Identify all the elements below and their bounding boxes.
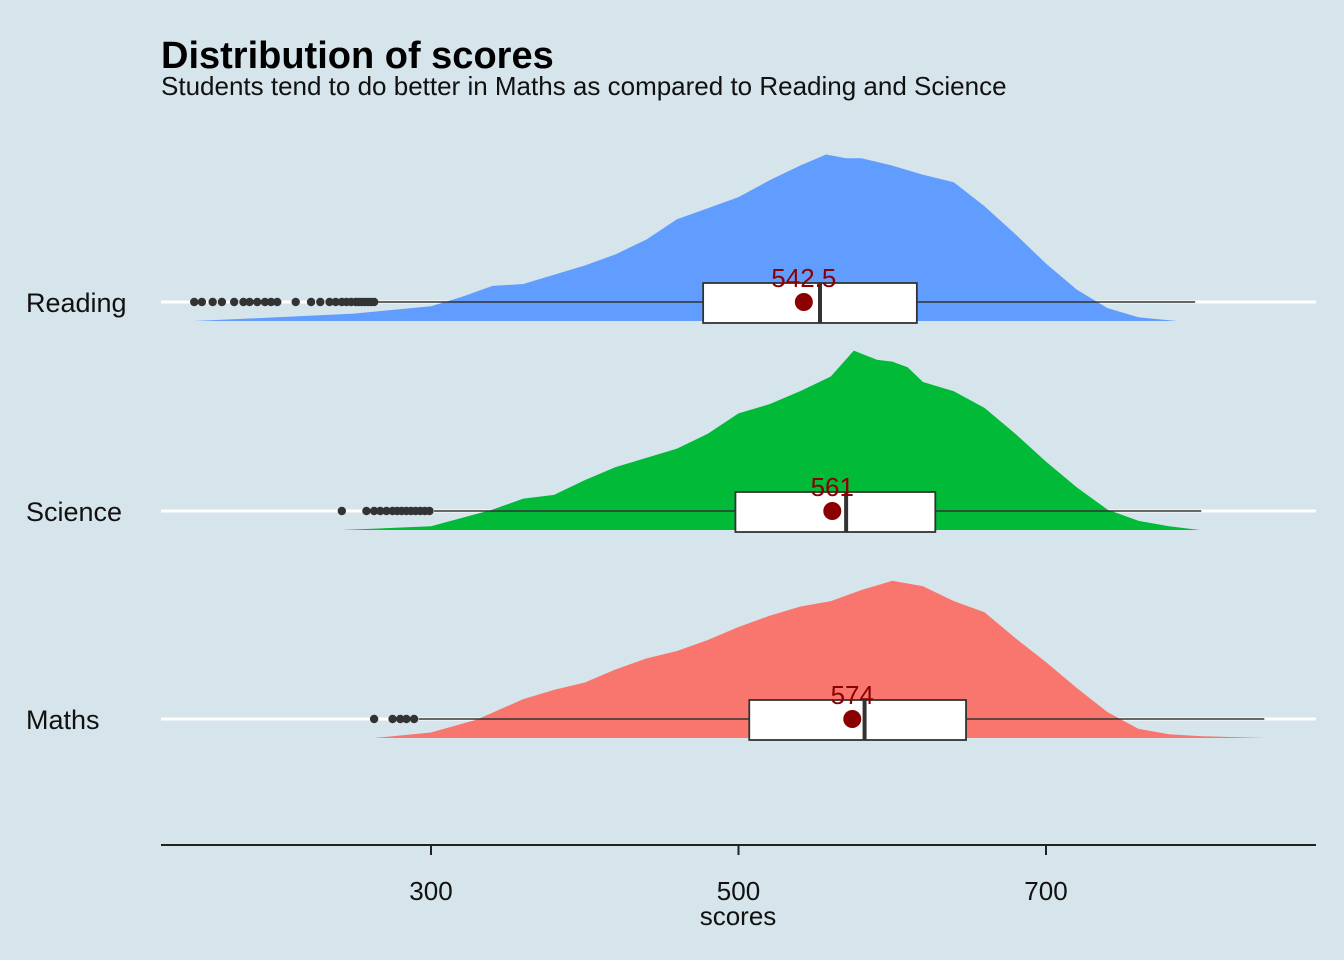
density-science — [341, 350, 1200, 530]
mean-label-maths: 574 — [831, 680, 874, 710]
outlier-point-reading — [331, 297, 340, 307]
x-tick-label-300: 300 — [409, 876, 452, 906]
series-reading: 542.5 — [190, 154, 1196, 324]
category-label-science: Science — [26, 497, 122, 527]
outlier-point-reading — [273, 297, 282, 307]
mean-label-reading: 542.5 — [771, 263, 836, 293]
mean-point-science — [823, 502, 842, 520]
outlier-point-reading — [260, 297, 270, 307]
outlier-point-maths — [369, 714, 379, 724]
chart-title: Distribution of scores — [161, 35, 554, 77]
outlier-point-maths — [396, 714, 405, 724]
outlier-point-science — [376, 506, 385, 516]
outlier-point-reading — [190, 297, 199, 307]
outlier-point-reading — [239, 297, 248, 307]
series-science: 561 — [337, 350, 1202, 533]
outlier-point-reading — [208, 297, 217, 307]
outlier-point-reading — [325, 297, 334, 307]
outlier-point-maths — [402, 714, 411, 724]
outlier-point-reading — [197, 297, 207, 307]
category-label-reading: Reading — [26, 288, 127, 318]
outlier-point-reading — [230, 297, 239, 307]
mean-point-maths — [843, 710, 862, 728]
outlier-point-reading — [291, 297, 300, 307]
outlier-point-reading — [369, 297, 379, 307]
outlier-point-science — [337, 506, 347, 516]
outlier-point-science — [425, 506, 434, 516]
series-maths: 574 — [369, 580, 1265, 741]
outlier-point-maths — [409, 714, 419, 724]
outlier-point-science — [369, 506, 379, 516]
series-layer: Reading 542.5 Science 561 Maths 574 — [26, 154, 1265, 741]
outlier-point-maths — [388, 714, 397, 724]
outlier-point-science — [382, 506, 391, 516]
x-tick-label-500: 500 — [717, 876, 760, 906]
outlier-point-reading — [266, 297, 276, 307]
outlier-point-science — [362, 506, 371, 516]
x-ticks: 300 500 700 — [409, 845, 1068, 906]
mean-point-reading — [794, 293, 813, 311]
outlier-point-reading — [306, 297, 316, 307]
outlier-point-reading — [245, 297, 254, 307]
outlier-point-reading — [316, 297, 325, 307]
category-label-maths: Maths — [26, 705, 100, 735]
mean-label-science: 561 — [811, 472, 854, 502]
x-axis-title: scores — [700, 901, 777, 931]
chart-subtitle: Students tend to do better in Maths as c… — [161, 71, 1007, 101]
outlier-point-reading — [253, 297, 262, 307]
x-tick-label-700: 700 — [1024, 876, 1067, 906]
x-axis: 300 500 700 scores — [161, 844, 1316, 931]
density-reading — [194, 154, 1177, 321]
density-maths — [374, 580, 1265, 738]
outlier-point-reading — [217, 297, 227, 307]
